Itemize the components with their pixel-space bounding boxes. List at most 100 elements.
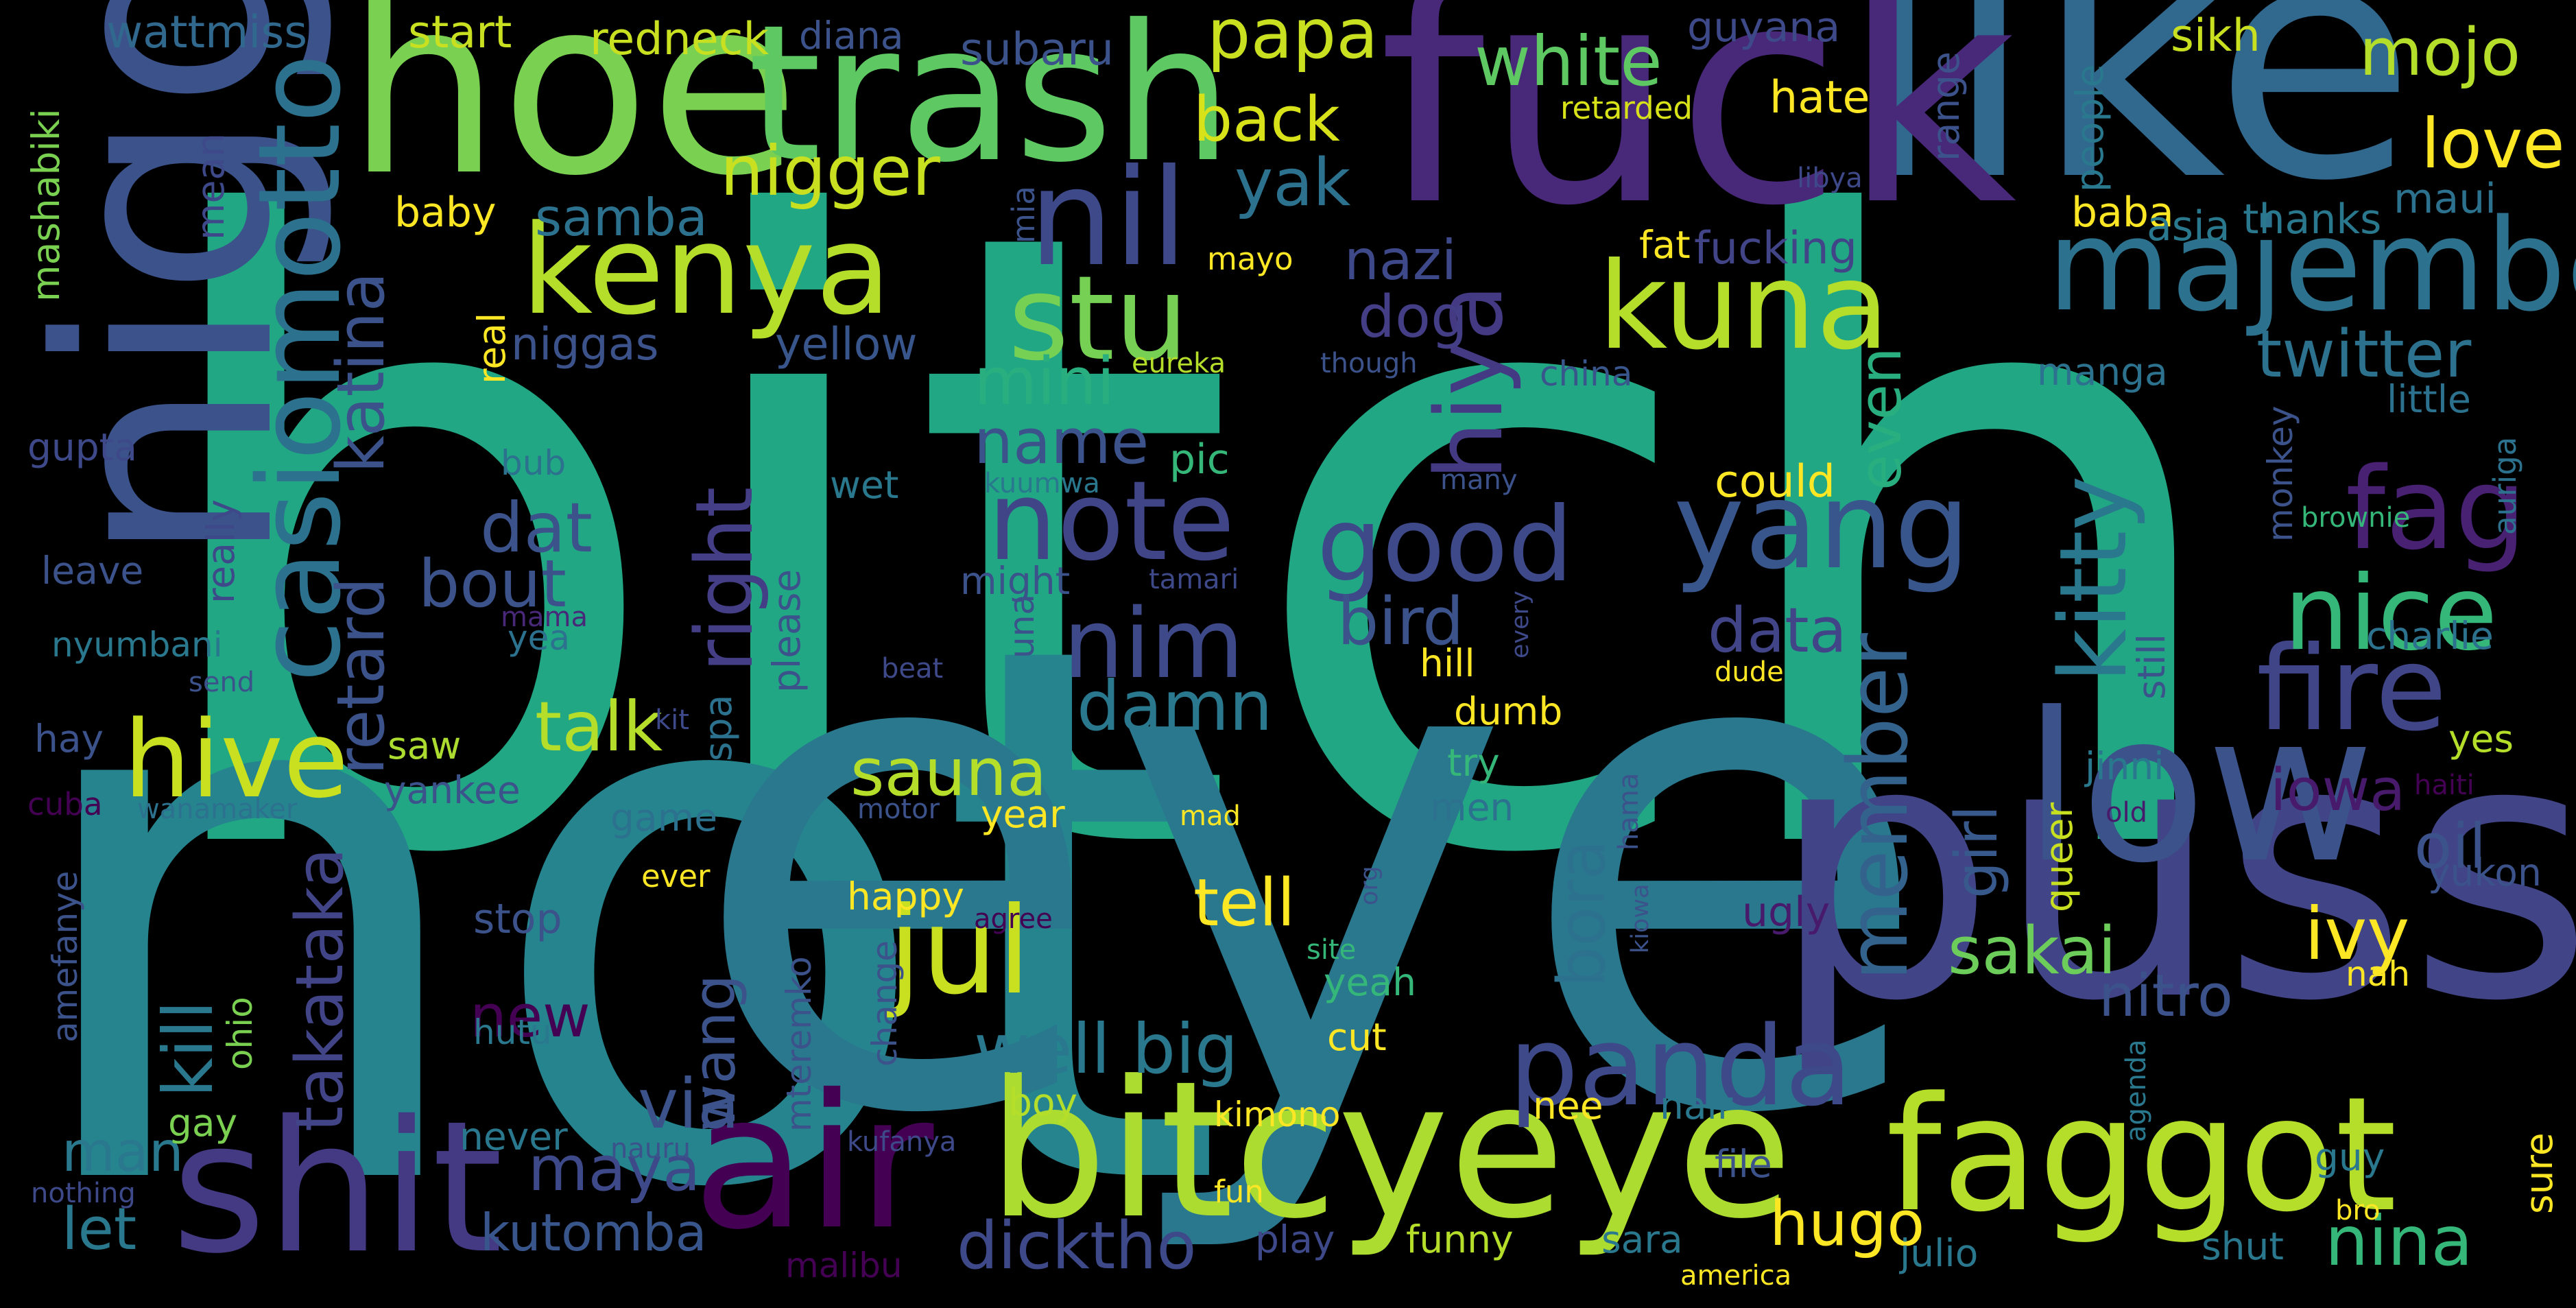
word-dumb: dumb [1454,689,1563,733]
word-hill: hill [1420,641,1475,685]
word-dude: dude [1715,656,1784,688]
word-america: america [1680,1260,1792,1292]
word-leave: leave [41,549,144,593]
word-nina: nina [2325,1201,2473,1281]
word-love: love [2421,104,2565,184]
word-pussy: pussy [1769,663,2576,1079]
word-iowa: iowa [2270,757,2406,824]
word-kimono: kimono [1214,1095,1341,1134]
word-every: every [1507,591,1534,658]
word-mia: mia [1005,186,1042,243]
word-play: play [1255,1217,1335,1261]
word-subaru: subaru [960,24,1114,75]
word-bout: bout [418,547,567,622]
word-nice: nice [2284,554,2498,674]
word-guy: guy [2315,1135,2385,1179]
word-gupta: gupta [27,425,137,469]
word-damn: damn [1077,666,1273,746]
word-sakai: sakai [1948,914,2116,989]
word-baby: baby [394,189,497,237]
word-cut: cut [1327,1015,1387,1059]
word-yankee: yankee [384,768,521,812]
word-diana: diana [799,14,904,58]
word-mini: mini [974,344,1115,420]
word-maui: maui [2394,175,2496,223]
word-hate: hate [1769,72,1870,123]
word-bitch: bitch [130,50,2247,1040]
word-data: data [1708,595,1847,667]
word-try: try [1447,741,1500,785]
word-could: could [1715,456,1836,508]
word-not: not [14,488,1227,1308]
word-panda: panda [1509,1002,1852,1130]
word-eureka: eureka [1132,348,1226,379]
word-like: like [1852,0,2416,253]
word-mayo: mayo [1207,241,1293,277]
word-motor: motor [857,794,940,825]
word-fun: fun [1214,1174,1264,1210]
word-mad: mad [1180,800,1241,832]
word-guyana: guyana [1687,3,1841,51]
word-kit: kit [655,704,689,736]
word-mojo: mojo [2359,15,2521,91]
word-takataka: takataka [283,847,358,1132]
word-agree: agree [974,903,1053,935]
word-stu: stu [1008,251,1189,387]
word-jul: jul [888,882,1031,1021]
word-kuumwa: kuumwa [984,468,1100,499]
word-una: una [1002,593,1042,658]
word-might: might [960,559,1071,603]
word-pic: pic [1169,436,1230,484]
word-change: change [865,940,905,1067]
word-agenda: agenda [2121,1039,2152,1142]
word-spa: spa [696,694,740,761]
word-fag: fag [2346,443,2527,575]
word-nim: nim [1063,588,1245,700]
word-kutomba: kutomba [480,1202,707,1263]
word-nyumbani: nyumbani [51,625,223,665]
word-range: range [1924,51,1968,161]
word-hutu: hutu [473,1012,552,1052]
word-cuba: cuba [27,786,103,822]
word-yukon: yukon [2428,851,2542,894]
word-nair: nair [1660,1084,1733,1128]
word-girl: girl [1943,805,2011,899]
word-yes: yes [2448,717,2514,761]
word-manga: manga [2037,350,2168,394]
word-brownie: brownie [2301,502,2411,534]
word-many: many [1440,464,1518,496]
word-yak: yak [1235,145,1351,221]
word-funny: funny [1406,1217,1514,1261]
word-dat: dat [480,488,593,568]
word-tamari: tamari [1149,564,1239,595]
word-retarded: retarded [1560,90,1693,126]
word-air: air [693,1054,934,1270]
word-fire: fire [2256,621,2447,757]
word-gay: gay [168,1101,238,1145]
word-kitty: kitty [2040,475,2147,682]
word-samba: samba [535,187,708,248]
word-back: back [1193,84,1340,156]
word-trash: trash [748,0,1232,204]
word-nigger: nigger [720,131,940,211]
word-new: new [470,983,591,1051]
word-nil: nil [1029,140,1188,296]
word-charlie: charlie [2366,614,2494,658]
word-nothing: nothing [31,1178,136,1209]
word-sikh: sikh [2171,10,2261,62]
word-sara: sara [1601,1217,1683,1261]
word-stop: stop [473,895,562,943]
word-kuna: kuna [1598,237,1890,377]
word-wang: wang [681,974,749,1132]
word-talk: talk [535,687,663,767]
word-even: even [1847,347,1915,490]
word-still: still [2130,633,2173,700]
word-happy: happy [847,875,964,918]
word-good: good [1317,486,1573,605]
word-yea: yea [508,618,570,658]
word-eye: eye [686,465,1936,1263]
word-old: old [2106,797,2147,829]
word-org: org [1356,866,1383,905]
word-china: china [1540,354,1633,394]
word-wanamaker: wanamaker [137,794,298,825]
